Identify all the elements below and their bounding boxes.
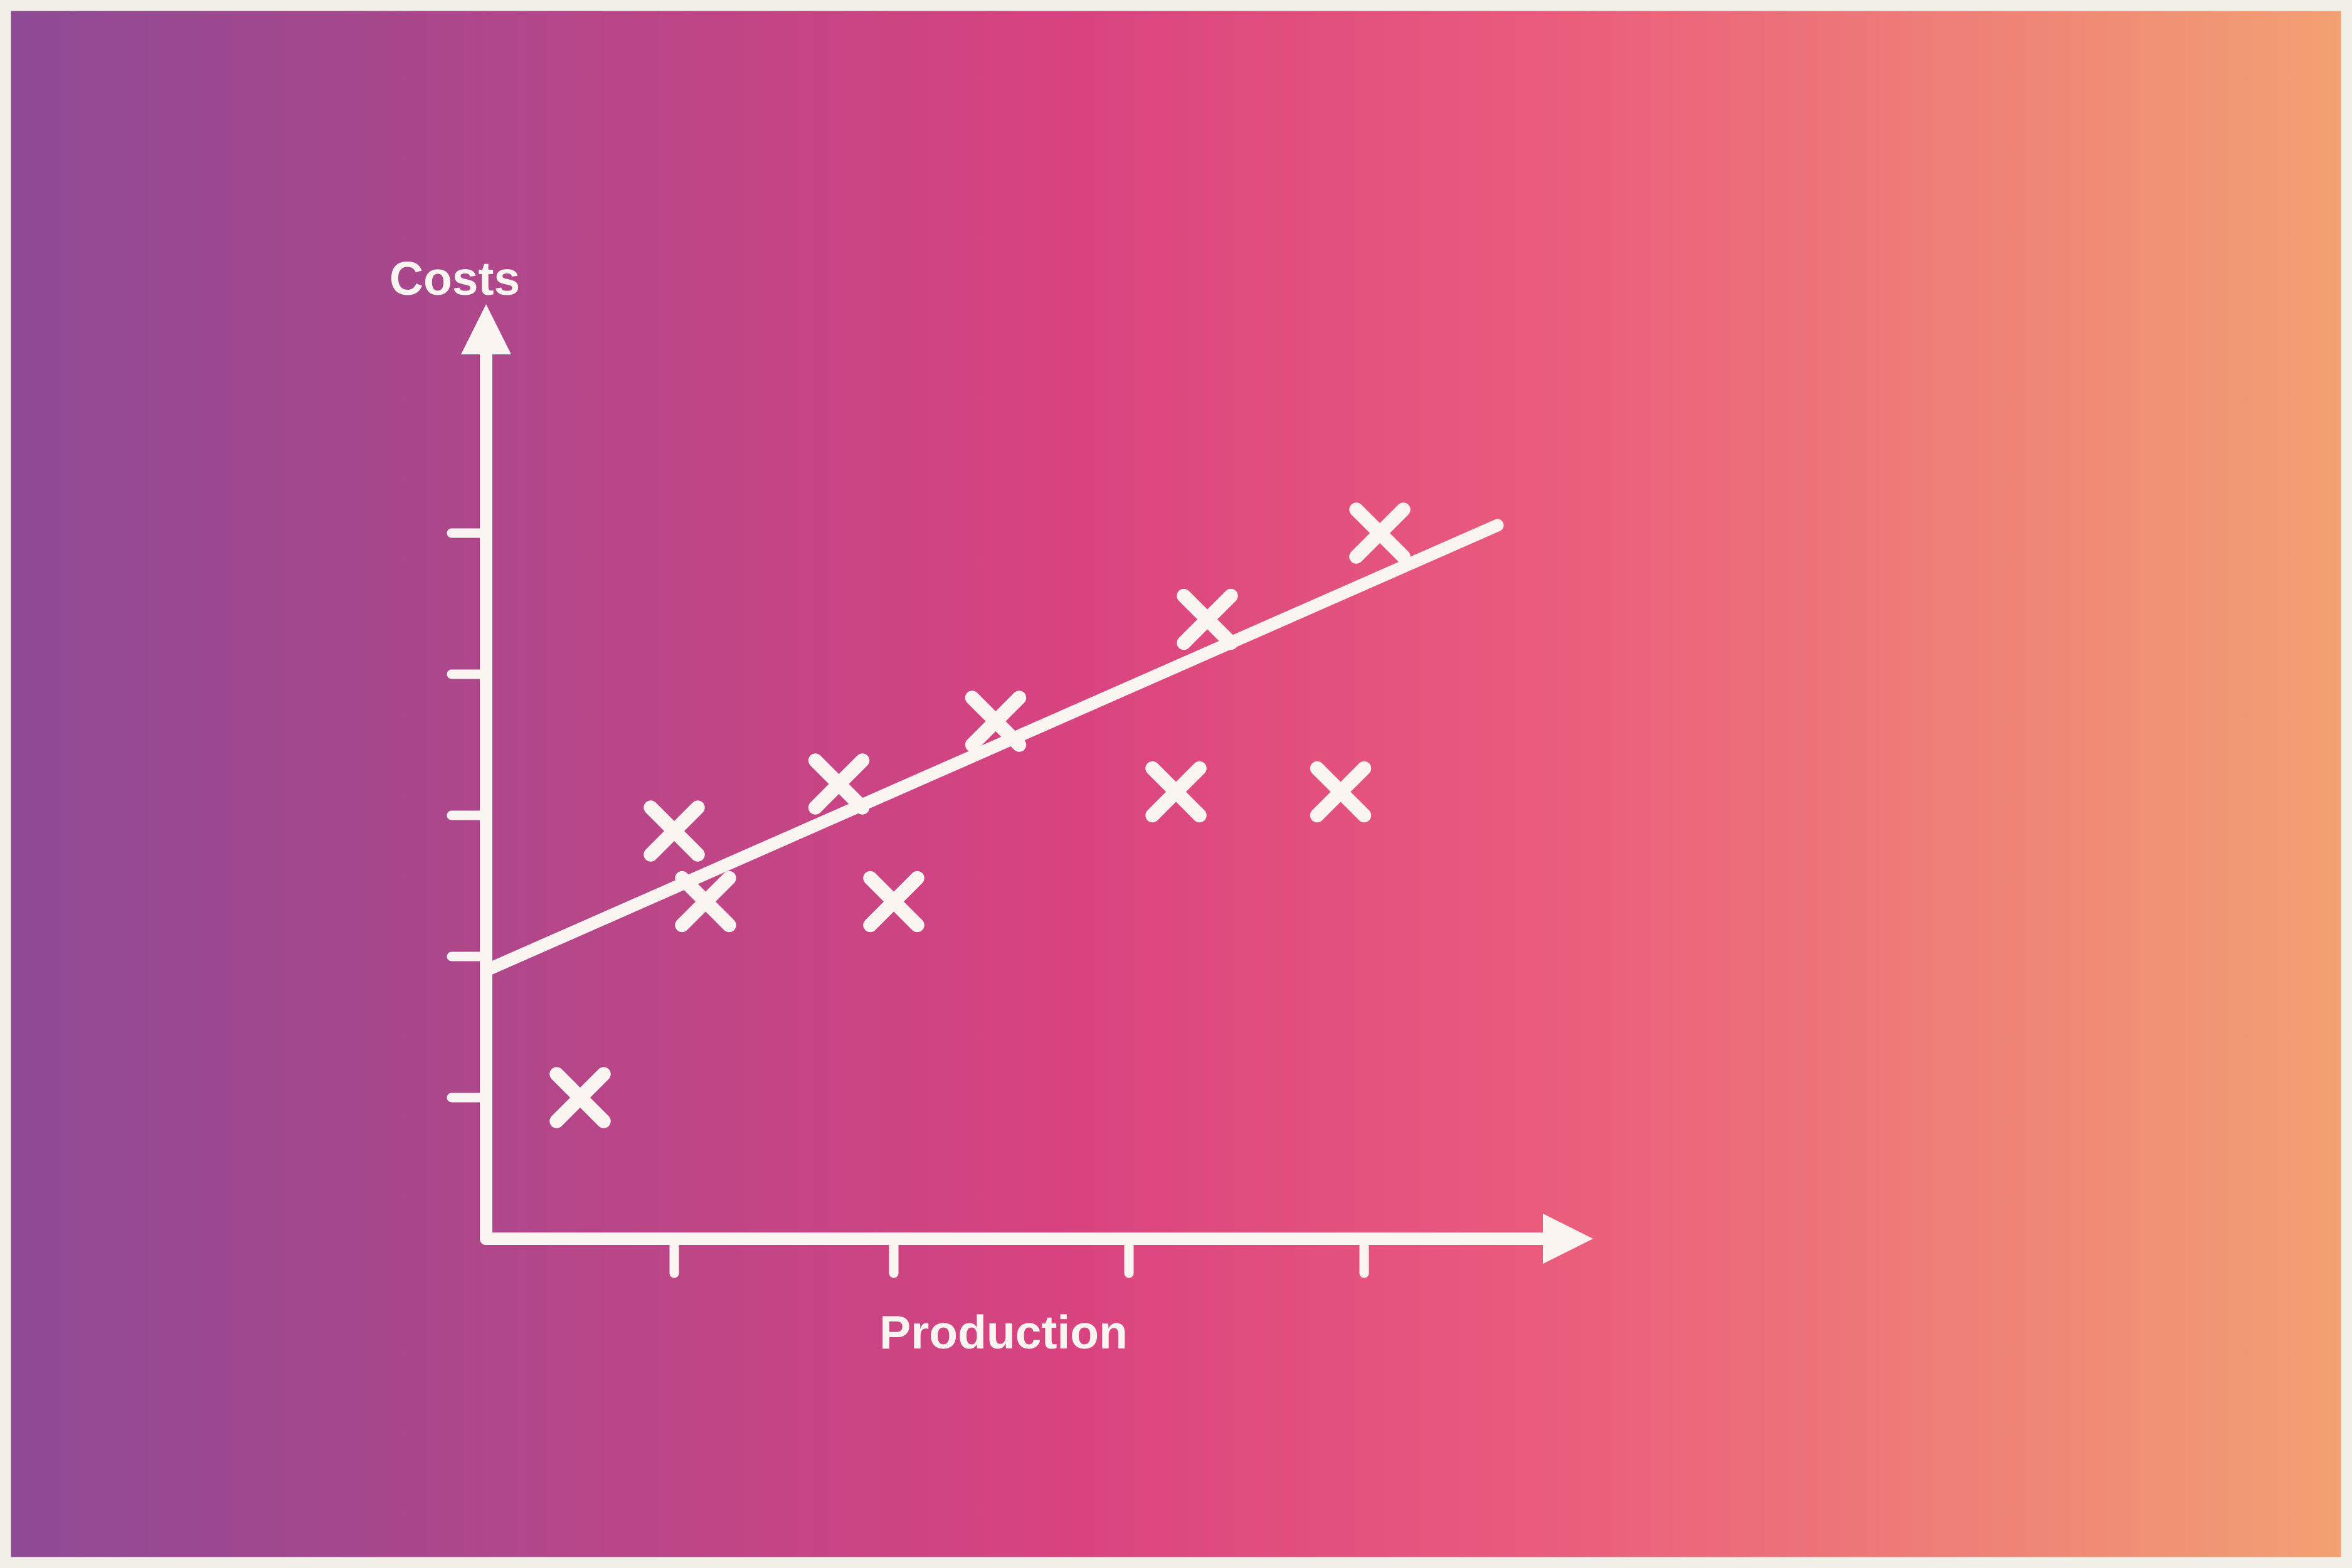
y-axis-label: Costs (389, 252, 520, 305)
scatter-chart: Costs Production (0, 0, 2352, 1568)
x-axis-label: Production (879, 1306, 1128, 1359)
